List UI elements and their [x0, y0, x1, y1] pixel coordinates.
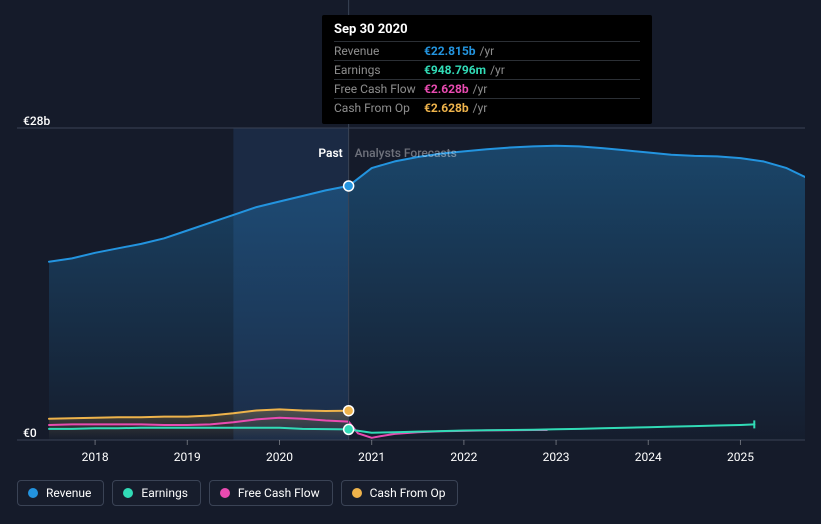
tooltip-date: Sep 30 2020	[334, 22, 640, 41]
legend-item-revenue[interactable]: Revenue	[17, 480, 104, 506]
legend-item-free-cash-flow[interactable]: Free Cash Flow	[209, 480, 333, 506]
legend-label: Free Cash Flow	[238, 486, 320, 500]
legend-label: Earnings	[141, 486, 188, 500]
x-axis-label: 2021	[358, 450, 385, 464]
x-axis-label: 2023	[543, 450, 570, 464]
legend-item-cash-from-op[interactable]: Cash From Op	[341, 480, 459, 506]
forecast-label: Analysts Forecasts	[355, 146, 457, 160]
legend-dot	[352, 488, 362, 498]
x-axis-label: 2018	[82, 450, 109, 464]
tooltip: Sep 30 2020 Revenue€22.815b/yrEarnings€9…	[322, 15, 652, 124]
tooltip-row: Revenue€22.815b/yr	[334, 41, 640, 60]
tooltip-row-name: Revenue	[334, 44, 424, 58]
legend-dot	[220, 488, 230, 498]
tooltip-row-name: Earnings	[334, 63, 424, 77]
legend-label: Cash From Op	[370, 486, 446, 500]
tooltip-row: Earnings€948.796m/yr	[334, 60, 640, 79]
legend-dot	[123, 488, 133, 498]
tooltip-row-name: Free Cash Flow	[334, 82, 424, 96]
legend-dot	[28, 488, 38, 498]
tooltip-row-unit: /yr	[480, 44, 495, 58]
legend-item-earnings[interactable]: Earnings	[112, 480, 201, 506]
y-axis-label: €28b	[23, 114, 50, 128]
legend-label: Revenue	[46, 486, 91, 500]
tooltip-row: Free Cash Flow€2.628b/yr	[334, 79, 640, 98]
x-axis-labels: 2018 2019 2020 2021 2022 2023 2024 2025	[17, 448, 805, 466]
tooltip-row-name: Cash From Op	[334, 101, 424, 115]
tooltip-row: Cash From Op€2.628b/yr	[334, 98, 640, 117]
tooltip-row-value: €22.815b	[424, 44, 476, 58]
tooltip-row-value: €2.628b	[424, 82, 469, 96]
legend: Revenue Earnings Free Cash Flow Cash From O…	[17, 480, 458, 506]
x-axis-label: 2024	[635, 450, 662, 464]
tooltip-row-unit: /yr	[473, 82, 488, 96]
x-axis-label: 2025	[727, 450, 754, 464]
x-axis-label: 2020	[266, 450, 293, 464]
x-axis-label: 2019	[174, 450, 201, 464]
y-axis-label: €0	[23, 426, 37, 440]
tooltip-rows: Revenue€22.815b/yrEarnings€948.796m/yrFr…	[334, 41, 640, 117]
tooltip-row-value: €948.796m	[424, 63, 486, 77]
tooltip-row-value: €2.628b	[424, 101, 469, 115]
x-axis-label: 2022	[450, 450, 477, 464]
past-label: Past	[318, 146, 342, 160]
tooltip-row-unit: /yr	[490, 63, 505, 77]
tooltip-row-unit: /yr	[473, 101, 488, 115]
